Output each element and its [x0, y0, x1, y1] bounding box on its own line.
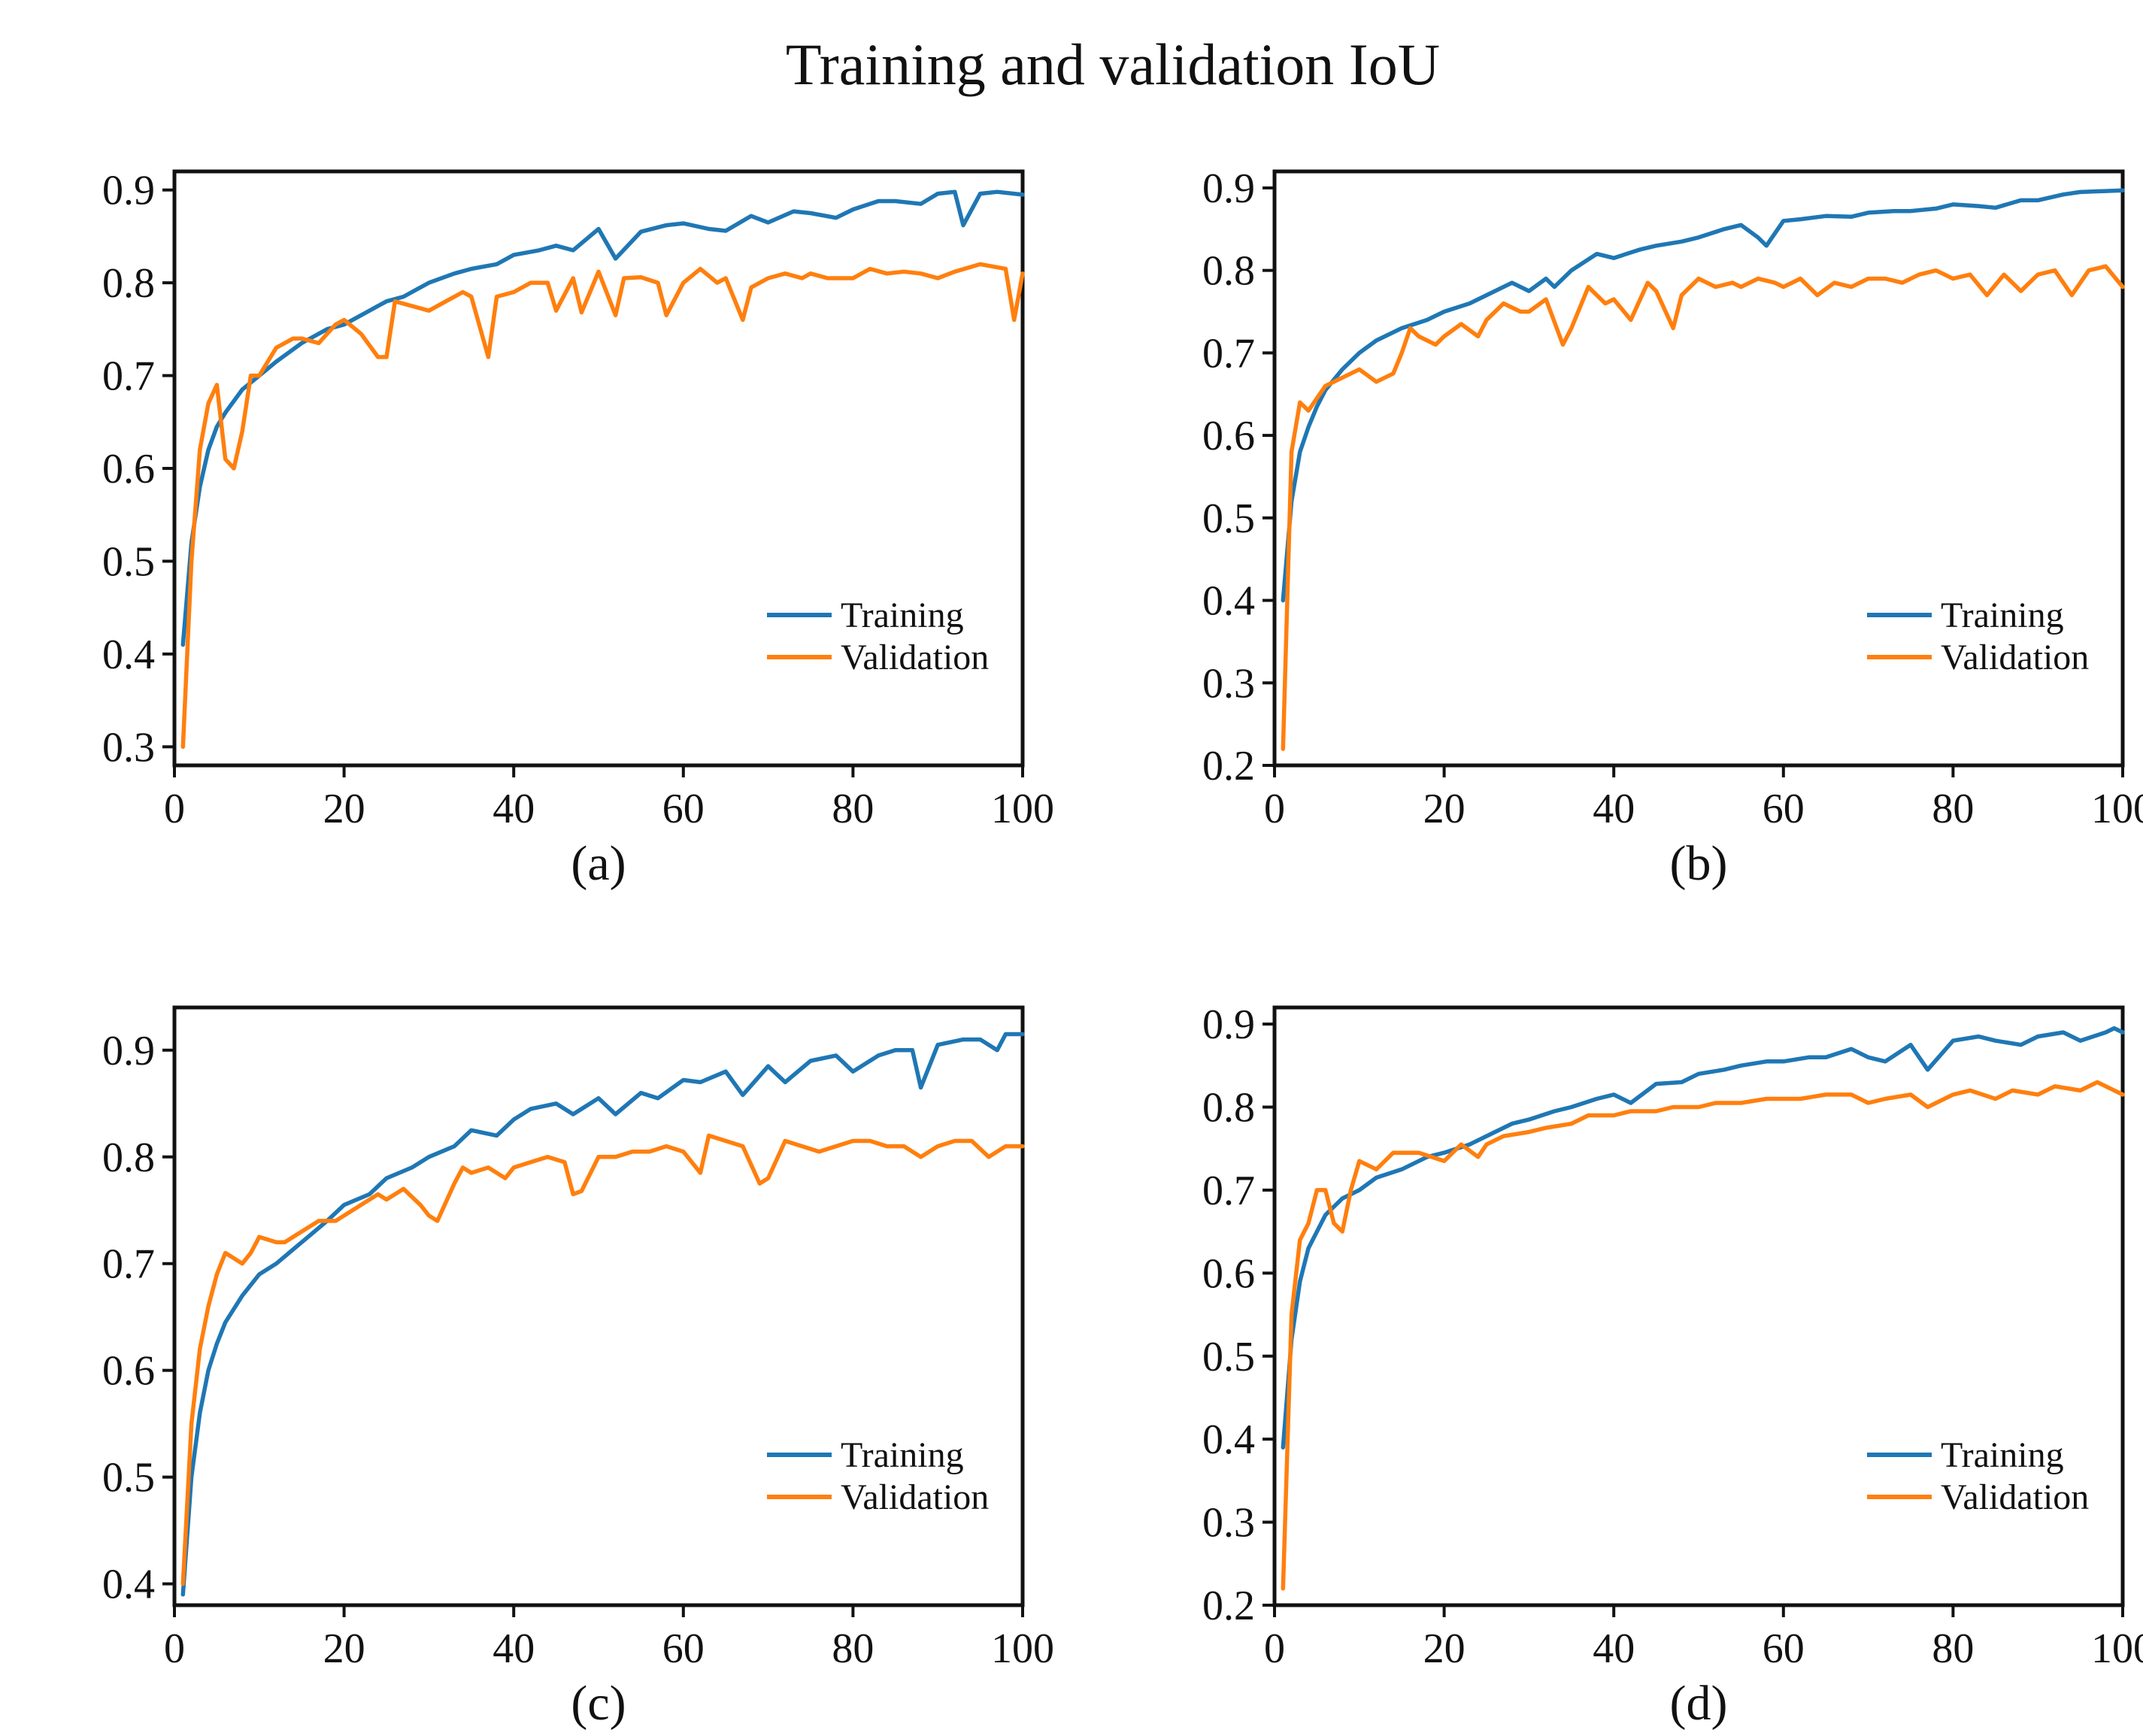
series-line-training [1281, 188, 2125, 603]
y-tick-label: 0.8 [102, 1135, 155, 1181]
series-line-validation [180, 1133, 1025, 1586]
y-tick-label: 0.4 [1202, 1416, 1255, 1463]
y-tick-label: 0.2 [1202, 743, 1255, 789]
chart-panel-2: 0.2 0.3 0.4 0.5 0.6 0.7 0.8 0.9 0 20 40 60 80 100 Trai… [1202, 165, 2143, 891]
legend-label-training: Training [1941, 595, 2064, 635]
y-tick-label: 0.4 [102, 1562, 155, 1608]
series-line-validation [1281, 264, 2125, 751]
x-tick-label: 0 [164, 786, 185, 832]
y-tick-label: 0.7 [1202, 330, 1255, 377]
x-tick-label: 80 [1932, 786, 1974, 832]
panel-label: (b) [1670, 836, 1728, 891]
x-tick-label: 80 [832, 786, 874, 832]
x-tick-label: 40 [493, 1625, 535, 1672]
panel-label: (c) [571, 1676, 626, 1731]
y-tick-label: 0.8 [102, 260, 155, 307]
y-tick-label: 0.6 [102, 1348, 155, 1395]
chart-panel-3: 0.4 0.5 0.6 0.7 0.8 0.9 0 20 40 60 80 100 TrainingVa… [102, 1005, 1054, 1731]
y-tick-label: 0.4 [1202, 578, 1255, 625]
y-tick-label: 0.3 [1202, 660, 1255, 707]
x-tick-label: 40 [1593, 786, 1635, 832]
x-tick-label: 100 [2091, 1625, 2143, 1672]
x-tick-label: 20 [1423, 786, 1466, 832]
legend-label-validation: Validation [1941, 638, 2089, 677]
legend-label-validation: Validation [841, 1477, 989, 1517]
y-tick-label: 0.6 [1202, 1250, 1255, 1297]
y-tick-label: 0.3 [1202, 1500, 1255, 1547]
x-tick-label: 0 [1264, 1625, 1285, 1672]
y-tick-label: 0.5 [1202, 1334, 1255, 1380]
y-tick-label: 0.5 [102, 1455, 155, 1501]
x-tick-label: 40 [493, 786, 535, 832]
series-line-validation [1281, 1080, 2125, 1591]
plot-frame [172, 1005, 1025, 1607]
y-tick-label: 0.6 [102, 446, 155, 492]
x-tick-label: 80 [832, 1625, 874, 1672]
y-tick-label: 0.8 [1202, 248, 1255, 295]
y-tick-label: 0.9 [1202, 1001, 1255, 1048]
x-tick-label: 40 [1593, 1625, 1635, 1672]
x-tick-label: 80 [1932, 1625, 1974, 1672]
y-tick-label: 0.2 [1202, 1583, 1255, 1629]
legend-label-training: Training [1941, 1435, 2064, 1475]
y-tick-label: 0.8 [1202, 1085, 1255, 1132]
y-tick-label: 0.7 [102, 353, 155, 400]
figure-title: Training and validation IoU [786, 32, 1440, 97]
y-tick-label: 0.7 [102, 1241, 155, 1288]
chart-panel-1: 0.3 0.4 0.5 0.6 0.7 0.8 0.9 0 20 40 60 80 100 Trainin… [102, 168, 1054, 891]
x-tick-label: 100 [991, 786, 1054, 832]
legend-label-training: Training [841, 1435, 964, 1475]
series-line-training [1281, 1026, 2125, 1450]
plot-frame [1272, 169, 2125, 768]
x-tick-label: 60 [1763, 1625, 1805, 1672]
y-tick-label: 0.6 [1202, 413, 1255, 459]
y-tick-label: 0.3 [102, 724, 155, 771]
legend-label-validation: Validation [1941, 1477, 2089, 1517]
chart-panel-4: 0.2 0.3 0.4 0.5 0.6 0.7 0.8 0.9 0 20 40 60 80 100 Trai… [1202, 1001, 2143, 1731]
y-tick-label: 0.5 [102, 538, 155, 585]
panel-label: (d) [1670, 1676, 1728, 1731]
x-tick-label: 60 [662, 786, 705, 832]
x-tick-label: 20 [1423, 1625, 1466, 1672]
x-tick-label: 100 [2091, 786, 2143, 832]
legend-label-validation: Validation [841, 638, 989, 677]
y-tick-label: 0.4 [102, 632, 155, 678]
series-line-training [180, 1032, 1025, 1597]
legend-label-training: Training [841, 595, 964, 635]
x-tick-label: 100 [991, 1625, 1054, 1672]
x-tick-label: 20 [323, 786, 365, 832]
series-line-training [180, 189, 1025, 647]
x-tick-label: 60 [662, 1625, 705, 1672]
y-tick-label: 0.9 [102, 1028, 155, 1074]
x-tick-label: 60 [1763, 786, 1805, 832]
y-tick-label: 0.5 [1202, 495, 1255, 542]
x-tick-label: 0 [1264, 786, 1285, 832]
x-tick-label: 0 [164, 1625, 185, 1672]
y-tick-label: 0.9 [1202, 165, 1255, 212]
series-line-validation [180, 262, 1025, 750]
chart-panels: 0.3 0.4 0.5 0.6 0.7 0.8 0.9 0 20 40 60 80 100 Trainin… [102, 165, 2143, 1731]
y-tick-label: 0.7 [1202, 1168, 1255, 1214]
panel-label: (a) [571, 836, 626, 891]
x-tick-label: 20 [323, 1625, 365, 1672]
plot-frame [1272, 1005, 2125, 1607]
y-tick-label: 0.9 [102, 168, 155, 214]
